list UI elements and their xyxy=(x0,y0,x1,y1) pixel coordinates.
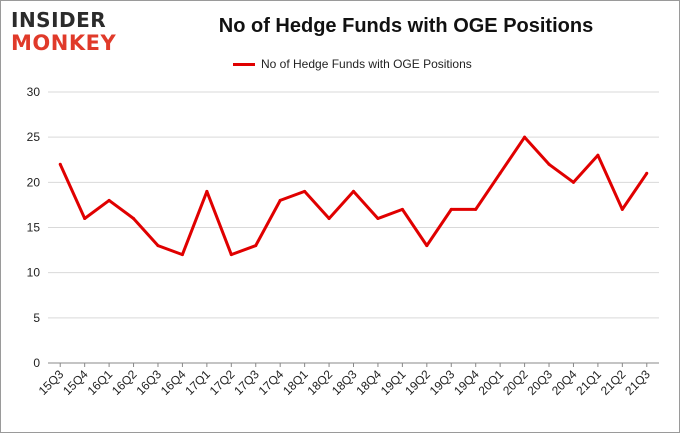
x-tick-label: 19Q4 xyxy=(451,367,482,398)
data-point xyxy=(376,217,379,220)
data-point xyxy=(230,253,233,256)
x-tick-label: 21Q2 xyxy=(598,367,629,398)
y-tick-label: 0 xyxy=(33,356,40,370)
y-tick-label: 5 xyxy=(33,311,40,325)
data-point xyxy=(181,253,184,256)
x-axis-ticks: 15Q315Q416Q116Q216Q316Q417Q117Q217Q317Q4… xyxy=(36,363,653,398)
data-point xyxy=(328,217,331,220)
y-tick-label: 30 xyxy=(27,85,41,99)
data-point xyxy=(425,244,428,247)
x-tick-label: 17Q3 xyxy=(231,367,262,398)
x-tick-label: 16Q3 xyxy=(133,367,164,398)
x-tick-label: 16Q2 xyxy=(109,367,140,398)
x-tick-label: 20Q3 xyxy=(524,367,555,398)
data-point xyxy=(279,199,282,202)
data-point xyxy=(254,244,257,247)
data-point xyxy=(352,190,355,193)
x-tick-label: 19Q2 xyxy=(402,367,433,398)
x-tick-label: 15Q3 xyxy=(36,367,67,398)
x-tick-label: 17Q1 xyxy=(182,367,213,398)
y-tick-label: 10 xyxy=(27,266,41,280)
y-tick-label: 20 xyxy=(27,175,41,189)
x-tick-label: 17Q2 xyxy=(207,367,238,398)
x-tick-label: 18Q3 xyxy=(329,367,360,398)
x-tick-label: 21Q3 xyxy=(622,367,653,398)
x-tick-label: 20Q1 xyxy=(476,367,507,398)
y-tick-label: 15 xyxy=(27,221,41,235)
x-tick-label: 18Q1 xyxy=(280,367,311,398)
series-layer xyxy=(59,136,649,256)
data-point xyxy=(572,181,575,184)
data-point xyxy=(205,190,208,193)
data-point xyxy=(499,172,502,175)
data-point xyxy=(401,208,404,211)
y-axis-ticks: 0 5 10 15 20 25 30 xyxy=(27,85,41,370)
data-point xyxy=(132,217,135,220)
data-point xyxy=(450,208,453,211)
x-tick-label: 17Q4 xyxy=(256,367,287,398)
data-point xyxy=(645,172,648,175)
x-tick-label: 21Q1 xyxy=(573,367,604,398)
x-tick-label: 20Q4 xyxy=(549,367,580,398)
data-point xyxy=(621,208,624,211)
data-point xyxy=(303,190,306,193)
data-point xyxy=(548,163,551,166)
data-point xyxy=(83,217,86,220)
x-tick-label: 16Q4 xyxy=(158,367,189,398)
x-tick-label: 19Q3 xyxy=(427,367,458,398)
series-line xyxy=(60,137,647,254)
data-point xyxy=(156,244,159,247)
data-point xyxy=(59,163,62,166)
x-tick-label: 18Q4 xyxy=(353,367,384,398)
data-point xyxy=(596,154,599,157)
x-tick-label: 20Q2 xyxy=(500,367,531,398)
data-point xyxy=(474,208,477,211)
x-tick-label: 18Q2 xyxy=(305,367,336,398)
x-tick-label: 19Q1 xyxy=(378,367,409,398)
y-tick-label: 25 xyxy=(27,130,41,144)
data-point xyxy=(108,199,111,202)
data-point xyxy=(523,136,526,139)
x-tick-label: 16Q1 xyxy=(85,367,116,398)
x-tick-label: 15Q4 xyxy=(60,367,91,398)
